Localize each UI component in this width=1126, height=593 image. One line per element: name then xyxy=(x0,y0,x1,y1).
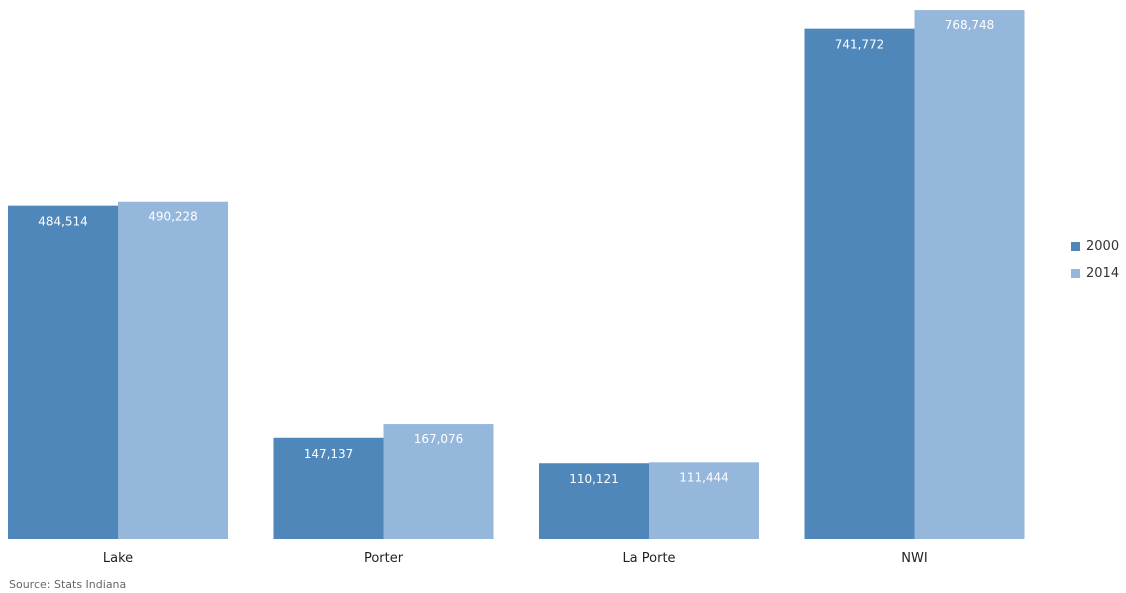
legend-item-2000: 2000 xyxy=(1071,236,1126,256)
data-label-la-porte-2014: 111,444 xyxy=(679,470,729,484)
legend-label-2014: 2014 xyxy=(1086,265,1120,281)
data-label-lake-2000: 484,514 xyxy=(38,215,88,229)
data-label-lake-2014: 490,228 xyxy=(148,210,198,224)
data-label-porter-2000: 147,137 xyxy=(304,447,354,461)
bar-la-porte-2014 xyxy=(649,462,759,539)
bar-nwi-2014 xyxy=(914,10,1025,539)
bar-nwi-2000 xyxy=(804,28,915,540)
data-label-la-porte-2000: 110,121 xyxy=(569,472,619,486)
data-label-porter-2014: 167,076 xyxy=(414,432,464,446)
legend-item-2014: 2014 xyxy=(1071,263,1126,283)
legend-swatch-2000 xyxy=(1071,241,1080,251)
bar-labels-layer: 484,514 490,228 147,137 167,076 110,121 111,4… xyxy=(38,18,994,486)
legend-swatch-2014 xyxy=(1071,268,1080,278)
bars-layer xyxy=(8,10,1025,540)
category-label-nwi: NWI xyxy=(901,551,927,566)
bar-lake-2014 xyxy=(118,201,228,539)
legend: 2000 2014 xyxy=(1071,236,1126,290)
category-label-porter: Porter xyxy=(364,551,404,566)
bar-lake-2000 xyxy=(8,205,118,540)
data-label-nwi-2000: 741,772 xyxy=(835,38,885,52)
bar-porter-2000 xyxy=(273,437,384,539)
category-labels-layer: Lake Porter La Porte NWI xyxy=(103,551,928,566)
bar-la-porte-2000 xyxy=(539,463,649,539)
bar-porter-2014 xyxy=(383,424,494,539)
legend-label-2000: 2000 xyxy=(1086,238,1120,254)
category-label-lake: Lake xyxy=(103,551,133,566)
source-note: Source: Stats Indiana xyxy=(9,578,127,591)
data-label-nwi-2014: 768,748 xyxy=(945,18,995,32)
category-label-la-porte: La Porte xyxy=(622,551,675,566)
